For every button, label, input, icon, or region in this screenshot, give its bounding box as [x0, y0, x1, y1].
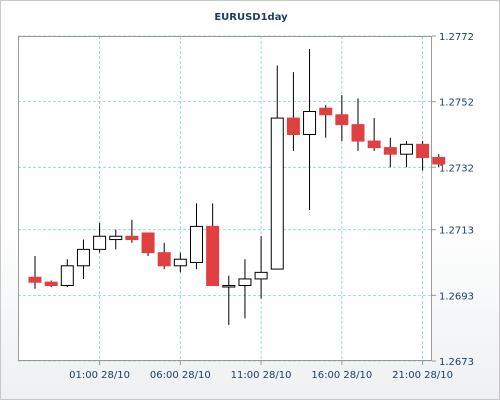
y-tick-label: 1.2693 — [439, 291, 474, 302]
candle-body-down — [125, 235, 139, 241]
x-tick-label: 21:00 28/10 — [392, 370, 453, 381]
candle-body-up — [254, 271, 268, 280]
candle-body-up — [60, 265, 74, 286]
candle-body-up — [173, 258, 187, 267]
candle-body-down — [367, 140, 381, 149]
chart-title: EURUSD1day — [214, 12, 288, 23]
candle — [28, 255, 42, 289]
candle — [76, 239, 90, 279]
candle — [416, 141, 430, 171]
plot-area — [18, 35, 432, 362]
candle — [206, 203, 220, 286]
candle-body-down — [141, 232, 155, 254]
candle — [173, 252, 187, 273]
candle-body-up — [93, 235, 107, 250]
candle-body-down — [432, 156, 446, 165]
candle-body-down — [206, 225, 220, 286]
candle — [141, 232, 155, 256]
y-tick-label: 1.2673 — [439, 357, 474, 368]
plot-background — [18, 36, 432, 361]
candle-body-down — [28, 276, 42, 283]
plot-border — [18, 36, 432, 361]
candle — [93, 223, 107, 253]
candle — [190, 203, 203, 270]
candle — [157, 242, 171, 270]
candle-body-up — [238, 278, 252, 286]
candle — [399, 141, 413, 168]
candle-body-up — [190, 225, 203, 264]
candle — [286, 72, 300, 151]
candle-body-up — [76, 248, 90, 267]
y-tick-label: 1.2772 — [439, 32, 474, 43]
x-tick-label: 11:00 28/10 — [231, 370, 292, 381]
candle — [319, 104, 333, 138]
candle-body-up — [222, 284, 236, 288]
y-tick-label: 1.2732 — [439, 163, 474, 174]
candle-body-down — [335, 114, 349, 126]
candle-body-up — [109, 235, 123, 241]
candle — [383, 137, 397, 168]
candle — [60, 259, 74, 288]
candle — [335, 95, 349, 142]
candle — [109, 229, 123, 250]
candle — [270, 65, 284, 270]
candle-body-up — [270, 117, 284, 270]
candle — [254, 236, 268, 299]
candle-body-down — [351, 124, 365, 142]
candle-body-down — [319, 107, 333, 116]
candle-body-down — [44, 281, 58, 286]
candles — [28, 49, 446, 325]
x-tick-label: 01:00 28/10 — [69, 370, 130, 381]
candle — [432, 154, 446, 168]
y-tick-label: 1.2752 — [439, 98, 474, 109]
axes: 1.2772 1.2752 1.2732 1.2713 1.2693 1.2673 01:0… — [18, 32, 474, 381]
candle-body-down — [157, 252, 171, 267]
candle — [44, 280, 58, 288]
candle — [125, 219, 139, 243]
candle-body-down — [416, 143, 430, 158]
candle — [222, 275, 236, 325]
candle — [367, 118, 381, 151]
x-tick-label: 06:00 28/10 — [150, 370, 211, 381]
candle — [303, 49, 317, 210]
y-tick-label: 1.2713 — [439, 226, 474, 237]
candle — [351, 98, 365, 151]
candle-body-up — [303, 111, 317, 135]
candle-body-down — [286, 117, 300, 135]
candle-body-down — [383, 147, 397, 155]
candle-body-up — [399, 143, 413, 155]
candle — [238, 259, 252, 319]
x-tick-label: 16:00 28/10 — [311, 370, 372, 381]
